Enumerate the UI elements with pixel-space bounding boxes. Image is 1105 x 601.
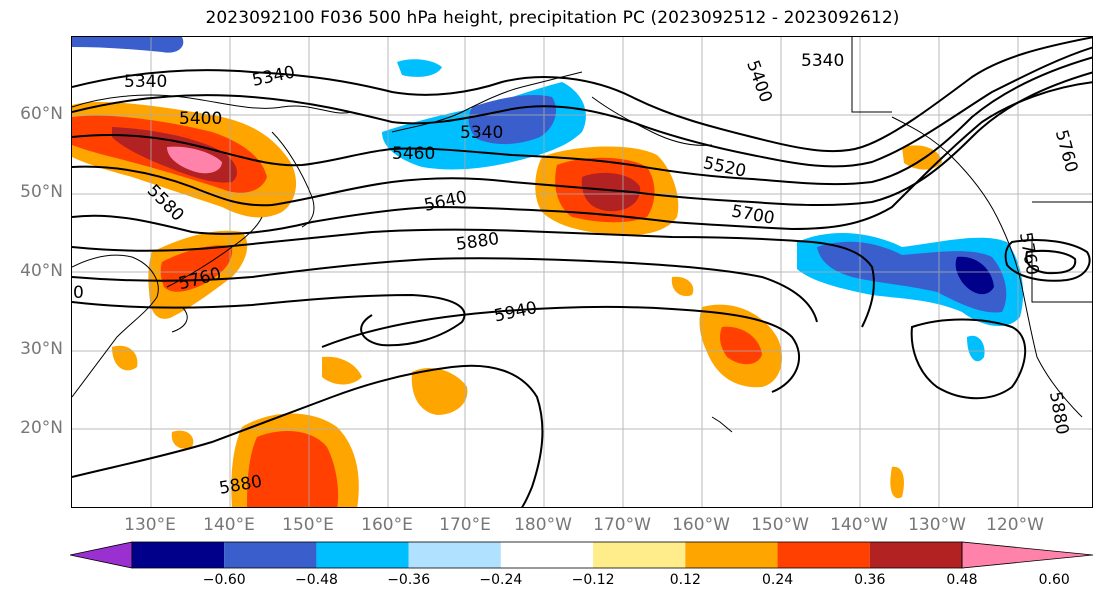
- lon-label: 130°W: [908, 515, 966, 535]
- contour-label: 5400: [179, 109, 222, 129]
- colorbar-tick-label: 0.24: [761, 572, 794, 588]
- contour-label: 5460: [392, 144, 435, 164]
- contour-label: 5340: [460, 123, 503, 143]
- graticule: [72, 37, 1092, 507]
- contour-label: 0: [73, 283, 84, 303]
- colorbar-bin: [593, 542, 686, 568]
- lon-label: 160°W: [672, 515, 730, 535]
- colorbar-extension-high: [961, 541, 1094, 569]
- colorbar: [70, 541, 1094, 569]
- lat-label-40n: 40°N: [20, 261, 63, 281]
- colorbar-tick-label: −0.24: [479, 572, 523, 588]
- contour-label: 5760: [1051, 128, 1082, 175]
- colorbar-tick-label: −0.12: [571, 572, 615, 588]
- colorbar-tick-label: −0.48: [294, 572, 338, 588]
- colorbar-bin: [408, 542, 501, 568]
- colorbar-bin: [500, 542, 594, 568]
- colorbar-extension-low: [70, 541, 133, 569]
- colorbar-bin: [685, 542, 778, 568]
- colorbar-tick-label: −0.36: [387, 572, 431, 588]
- height-contours: [72, 37, 1092, 507]
- lon-label: 150°W: [751, 515, 809, 535]
- contour-label: 5880: [455, 229, 501, 255]
- contour-label: 5940: [492, 298, 538, 327]
- colorbar-tick-label: −0.60: [202, 572, 246, 588]
- lat-label-20n: 20°N: [20, 418, 63, 438]
- lon-label: 140°W: [830, 515, 888, 535]
- lon-label: 170°E: [439, 515, 491, 535]
- lat-label-60n: 60°N: [20, 104, 63, 124]
- contour-label: 5520: [701, 153, 747, 182]
- lat-label-30n: 30°N: [20, 339, 63, 359]
- colorbar-bin: [777, 542, 870, 568]
- contour-label: 5640: [422, 187, 468, 216]
- colorbar-tick-label: 0.12: [669, 572, 701, 588]
- lon-label: 160°E: [361, 515, 413, 535]
- colorbar-bin: [132, 542, 225, 568]
- lon-label: 150°E: [282, 515, 334, 535]
- map-panel: 5340 5340 5340 5340 5400 5400 5460 5520 …: [71, 36, 1093, 508]
- contour-label: 5700: [730, 202, 776, 229]
- precipitation-shading: [72, 37, 1024, 507]
- map-title: 2023092100 F036 500 hPa height, precipit…: [205, 8, 900, 28]
- colorbar-tick-label: 0.60: [1038, 572, 1070, 588]
- coastlines: [72, 37, 1092, 433]
- lon-label: 140°E: [203, 515, 255, 535]
- contour-label: 5340: [801, 51, 844, 71]
- map-canvas: 5340 5340 5340 5340 5400 5400 5460 5520 …: [72, 37, 1092, 507]
- contour-label: 5400: [742, 58, 776, 105]
- colorbar-tick-label: 0.36: [854, 572, 886, 588]
- lon-label: 170°W: [593, 515, 651, 535]
- colorbar-tick-label: 0.48: [946, 572, 978, 588]
- lon-label: 120°W: [986, 515, 1044, 535]
- colorbar-bin: [224, 542, 317, 568]
- colorbar-bin: [316, 542, 409, 568]
- contour-label: 5340: [250, 62, 296, 91]
- lon-label: 130°E: [124, 515, 176, 535]
- colorbar-bin: [869, 542, 962, 568]
- lon-label: 180°W: [514, 515, 572, 535]
- lat-label-50n: 50°N: [20, 182, 63, 202]
- contour-label: 5340: [124, 72, 167, 92]
